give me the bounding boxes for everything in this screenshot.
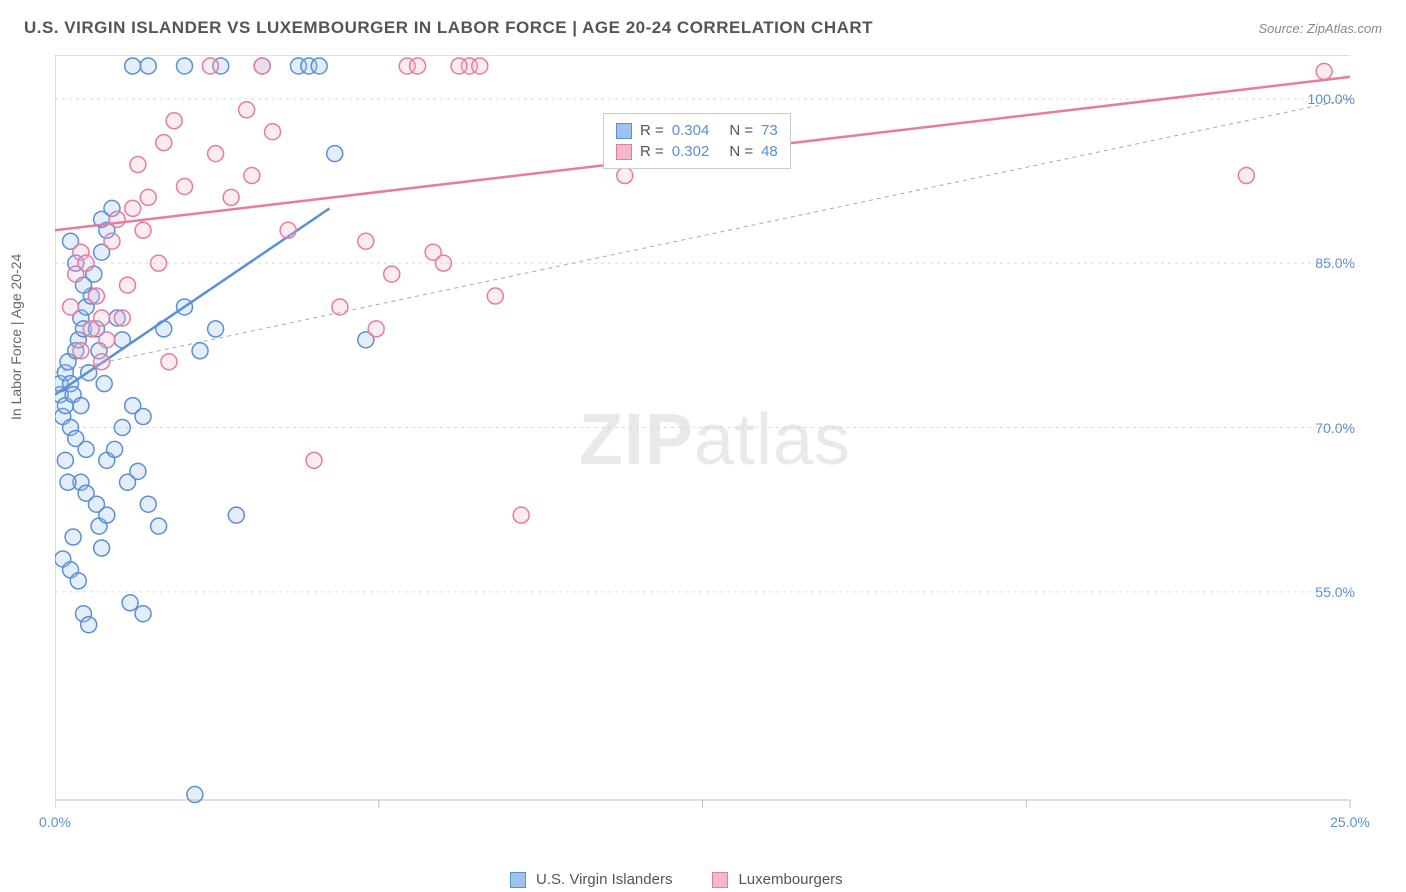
series-legend: U.S. Virgin Islanders Luxembourgers [510, 871, 843, 888]
x-tick-label: 0.0% [39, 814, 71, 830]
scatter-plot [55, 55, 1375, 825]
chart-header: U.S. VIRGIN ISLANDER VS LUXEMBOURGER IN … [0, 0, 1406, 46]
y-tick-label: 55.0% [1315, 584, 1355, 600]
y-tick-label: 85.0% [1315, 255, 1355, 271]
legend-item-luxembourgers: Luxembourgers [712, 871, 842, 888]
legend-row-pink: R = 0.302 N = 48 [616, 141, 778, 162]
legend-swatch-pink [616, 144, 632, 160]
chart-title: U.S. VIRGIN ISLANDER VS LUXEMBOURGER IN … [24, 18, 873, 38]
legend-swatch-blue [616, 123, 632, 139]
legend-swatch-pink-icon [712, 872, 728, 888]
legend-swatch-blue-icon [510, 872, 526, 888]
chart-area: ZIPatlas 55.0%70.0%85.0%100.0% 0.0%25.0%… [55, 55, 1375, 825]
x-tick-label: 25.0% [1330, 814, 1370, 830]
y-tick-label: 70.0% [1315, 420, 1355, 436]
legend-item-virgin-islanders: U.S. Virgin Islanders [510, 871, 672, 888]
correlation-legend: R = 0.304 N = 73 R = 0.302 N = 48 [603, 113, 791, 169]
y-tick-label: 100.0% [1308, 91, 1355, 107]
legend-row-blue: R = 0.304 N = 73 [616, 120, 778, 141]
y-axis-label: In Labor Force | Age 20-24 [8, 254, 24, 420]
chart-source: Source: ZipAtlas.com [1258, 21, 1382, 36]
